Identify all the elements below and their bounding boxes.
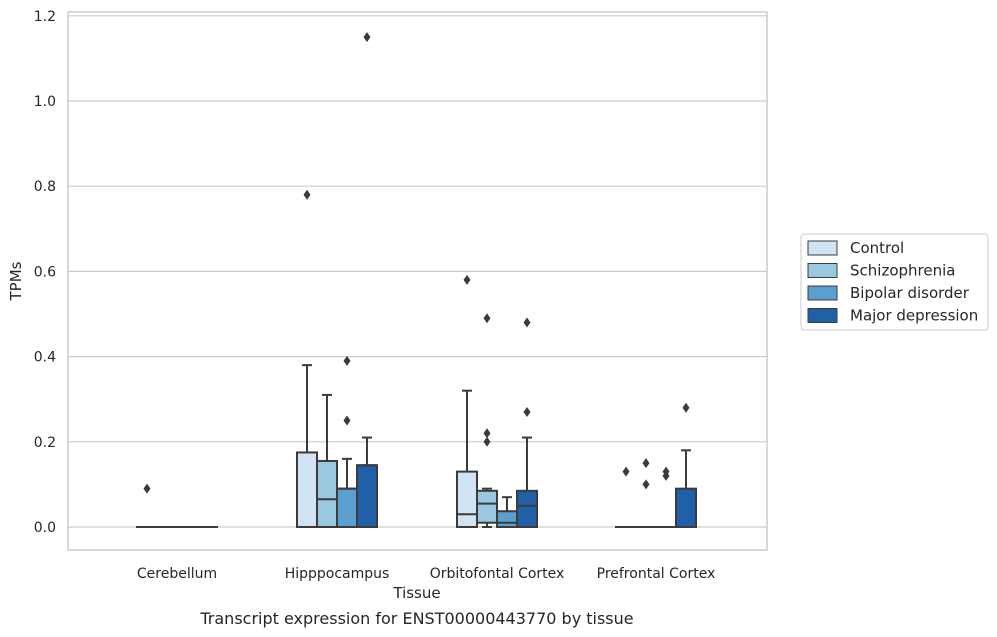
box-control xyxy=(615,466,637,529)
box-control xyxy=(456,274,478,528)
legend-swatch xyxy=(807,285,838,301)
outlier-point xyxy=(463,274,471,285)
y-tick-label: 1.2 xyxy=(34,9,56,25)
box-bipolar-disorder xyxy=(496,496,518,529)
box-body xyxy=(296,451,318,529)
outlier-point xyxy=(662,470,670,481)
legend-label: Major depression xyxy=(850,307,978,325)
box-bipolar-disorder xyxy=(655,466,677,529)
outlier-point xyxy=(343,415,351,426)
box-body xyxy=(336,487,358,529)
outlier-point xyxy=(143,483,151,494)
y-axis-label: TPMs xyxy=(7,261,25,301)
y-tick-label: 0.6 xyxy=(34,264,56,280)
outlier-point xyxy=(642,479,650,490)
legend-swatch xyxy=(807,240,838,256)
box-body xyxy=(456,470,478,528)
box-schizophrenia xyxy=(316,393,338,528)
y-tick-label: 0.8 xyxy=(34,179,56,195)
plot-frame xyxy=(67,11,768,551)
boxes-layer xyxy=(136,32,697,529)
box-body xyxy=(476,489,498,524)
grid-lines xyxy=(68,15,767,528)
outlier-point xyxy=(523,406,531,417)
legend-frame xyxy=(800,233,989,331)
outlier-point xyxy=(682,402,690,413)
x-tick-label: Cerebellum xyxy=(137,566,217,582)
x-axis-ticks: Cerebellum Hipppocampus Orbitofontal Corte… xyxy=(137,566,715,582)
box-body xyxy=(496,510,518,529)
legend-label: Bipolar disorder xyxy=(850,284,970,302)
chart-caption: Transcript expression for ENST0000044377… xyxy=(199,609,633,628)
box-major-depression xyxy=(356,32,378,529)
box-major-depression xyxy=(516,317,538,529)
outlier-point xyxy=(642,458,650,469)
outlier-point xyxy=(483,436,491,447)
outlier-point xyxy=(343,355,351,366)
outlier-point xyxy=(483,313,491,324)
x-tick-label: Hipppocampus xyxy=(285,566,390,582)
box-major-depression xyxy=(675,402,697,529)
outlier-point xyxy=(363,32,371,43)
outlier-point xyxy=(303,189,311,200)
legend-label: Control xyxy=(850,239,904,257)
y-tick-label: 0.4 xyxy=(34,350,56,366)
box-body xyxy=(356,464,378,529)
legend-label: Schizophrenia xyxy=(850,262,955,280)
box-body xyxy=(675,487,697,529)
box-bipolar-disorder xyxy=(336,355,358,529)
box-control xyxy=(136,483,158,529)
box-body xyxy=(316,459,338,528)
outlier-point xyxy=(622,466,630,477)
legend: Control Schizophrenia Bipolar disorder Majo… xyxy=(800,233,989,331)
outlier-point xyxy=(523,317,531,328)
y-tick-label: 0.0 xyxy=(34,520,56,536)
y-axis-ticks: 0.0 0.2 0.4 0.6 0.8 1.0 1.2 xyxy=(34,9,56,536)
x-axis-label: Tissue xyxy=(392,584,440,602)
box-control xyxy=(296,189,318,529)
x-tick-label: Prefrontal Cortex xyxy=(597,566,716,582)
box-schizophrenia xyxy=(635,458,657,529)
outlier-point xyxy=(483,428,491,439)
x-tick-label: Orbitofontal Cortex xyxy=(430,566,565,582)
y-tick-label: 0.2 xyxy=(34,435,56,451)
legend-swatch xyxy=(807,308,838,323)
box-schizophrenia xyxy=(476,313,498,528)
y-tick-label: 1.0 xyxy=(34,94,56,110)
legend-swatch xyxy=(807,263,838,278)
box-body xyxy=(516,489,538,529)
